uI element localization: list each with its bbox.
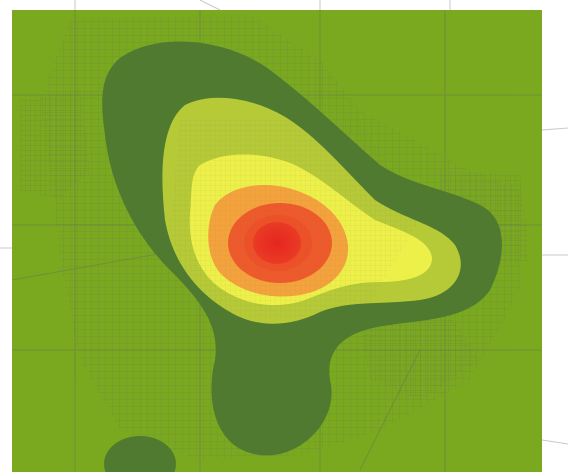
density-band-low-small bbox=[104, 436, 176, 472]
outer-roads bbox=[0, 0, 568, 445]
street-overlay bbox=[170, 120, 420, 320]
